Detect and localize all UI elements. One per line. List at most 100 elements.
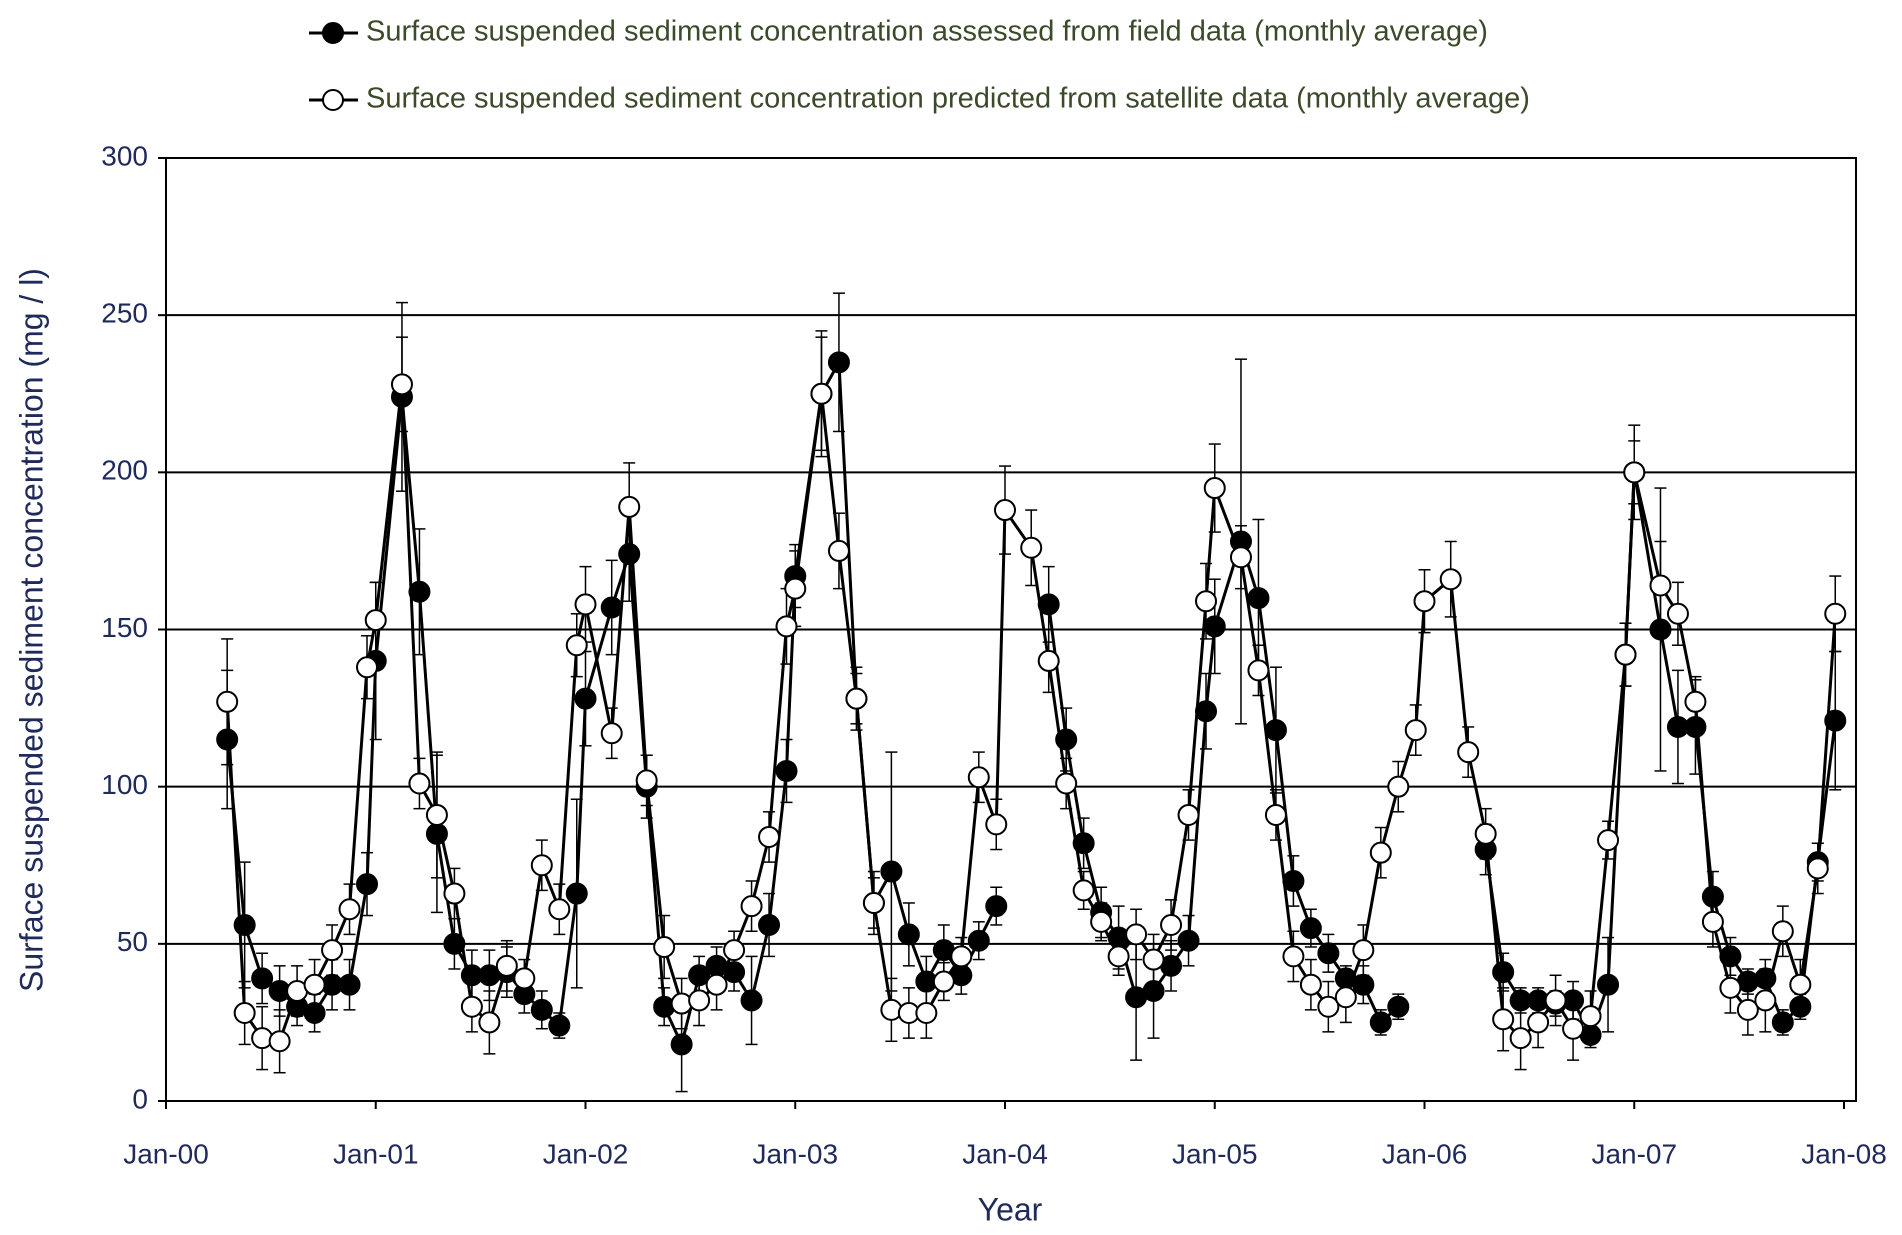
data-point	[1649, 618, 1672, 641]
data-point	[635, 769, 658, 792]
data-point	[1719, 976, 1742, 999]
data-point	[251, 967, 274, 990]
data-point	[364, 609, 387, 632]
data-point	[1020, 536, 1043, 559]
data-point	[670, 1033, 693, 1056]
data-point	[1352, 973, 1375, 996]
data-point	[1107, 945, 1130, 968]
data-point	[1072, 832, 1095, 855]
data-point	[216, 728, 239, 751]
x-tick-label: Jan-00	[123, 1138, 209, 1169]
data-point	[1072, 879, 1095, 902]
data-point	[1229, 546, 1252, 569]
data-point	[338, 973, 361, 996]
data-point	[1736, 998, 1759, 1021]
data-point	[1299, 917, 1322, 940]
data-point	[1754, 967, 1777, 990]
data-point	[1562, 1017, 1585, 1040]
data-point	[1824, 709, 1847, 732]
data-point	[1177, 929, 1200, 952]
data-point	[1789, 995, 1812, 1018]
data-point	[600, 596, 623, 619]
data-point	[574, 593, 597, 616]
data-point	[1369, 841, 1392, 864]
data-point	[530, 854, 553, 877]
data-point	[1317, 995, 1340, 1018]
data-point	[1195, 590, 1218, 613]
data-point	[321, 939, 344, 962]
data-point	[233, 913, 256, 936]
data-point	[985, 813, 1008, 836]
data-point	[618, 495, 641, 518]
legend-label: Surface suspended sediment concentration…	[366, 16, 1488, 48]
data-point	[897, 923, 920, 946]
data-point	[1597, 829, 1620, 852]
x-tick-label: Jan-08	[1801, 1138, 1887, 1169]
data-point	[915, 1001, 938, 1024]
y-tick-label: 150	[101, 612, 148, 643]
data-point	[1037, 649, 1060, 672]
data-point	[1439, 568, 1462, 591]
y-tick-label: 300	[101, 140, 148, 171]
data-point	[1142, 979, 1165, 1002]
series-line	[1047, 536, 1400, 1025]
y-tick-label: 100	[101, 769, 148, 800]
data-point	[425, 803, 448, 826]
data-point	[443, 932, 466, 955]
data-point	[967, 929, 990, 952]
data-point	[1457, 741, 1480, 764]
data-point	[1701, 910, 1724, 933]
data-point	[1387, 995, 1410, 1018]
data-point	[1824, 602, 1847, 625]
data-point	[565, 882, 588, 905]
y-tick-label: 50	[117, 926, 148, 957]
data-point	[495, 954, 518, 977]
data-point	[705, 973, 728, 996]
data-point	[810, 382, 833, 405]
data-point	[880, 860, 903, 883]
data-point	[1579, 1005, 1602, 1028]
data-point	[530, 998, 553, 1021]
data-point	[758, 825, 781, 848]
data-point	[1334, 986, 1357, 1009]
data-point	[1771, 1011, 1794, 1034]
data-point	[1597, 973, 1620, 996]
data-point	[1684, 715, 1707, 738]
data-point	[216, 690, 239, 713]
data-point	[356, 656, 379, 679]
data-point	[1195, 700, 1218, 723]
data-point	[1203, 477, 1226, 500]
data-point	[1492, 1008, 1515, 1031]
data-point	[967, 766, 990, 789]
legend-marker	[322, 22, 344, 44]
data-point	[1264, 719, 1287, 742]
data-point	[1754, 989, 1777, 1012]
data-point	[1701, 885, 1724, 908]
data-point	[1352, 939, 1375, 962]
data-point	[1247, 659, 1270, 682]
data-point	[688, 989, 711, 1012]
data-point	[740, 989, 763, 1012]
data-point	[862, 891, 885, 914]
data-point	[425, 822, 448, 845]
data-point	[303, 973, 326, 996]
x-tick-label: Jan-04	[962, 1138, 1048, 1169]
data-point	[758, 913, 781, 936]
data-point	[1666, 602, 1689, 625]
data-point	[1789, 973, 1812, 996]
data-point	[600, 722, 623, 745]
data-point	[1160, 913, 1183, 936]
data-point	[1037, 593, 1060, 616]
data-point	[1509, 1027, 1532, 1050]
data-point	[574, 687, 597, 710]
data-point	[845, 687, 868, 710]
data-point	[303, 1001, 326, 1024]
data-point	[548, 898, 571, 921]
data-point	[1806, 857, 1829, 880]
data-point	[827, 351, 850, 374]
data-point	[460, 995, 483, 1018]
x-tick-label: Jan-06	[1382, 1138, 1468, 1169]
x-tick-label: Jan-05	[1172, 1138, 1258, 1169]
data-point	[1055, 728, 1078, 751]
